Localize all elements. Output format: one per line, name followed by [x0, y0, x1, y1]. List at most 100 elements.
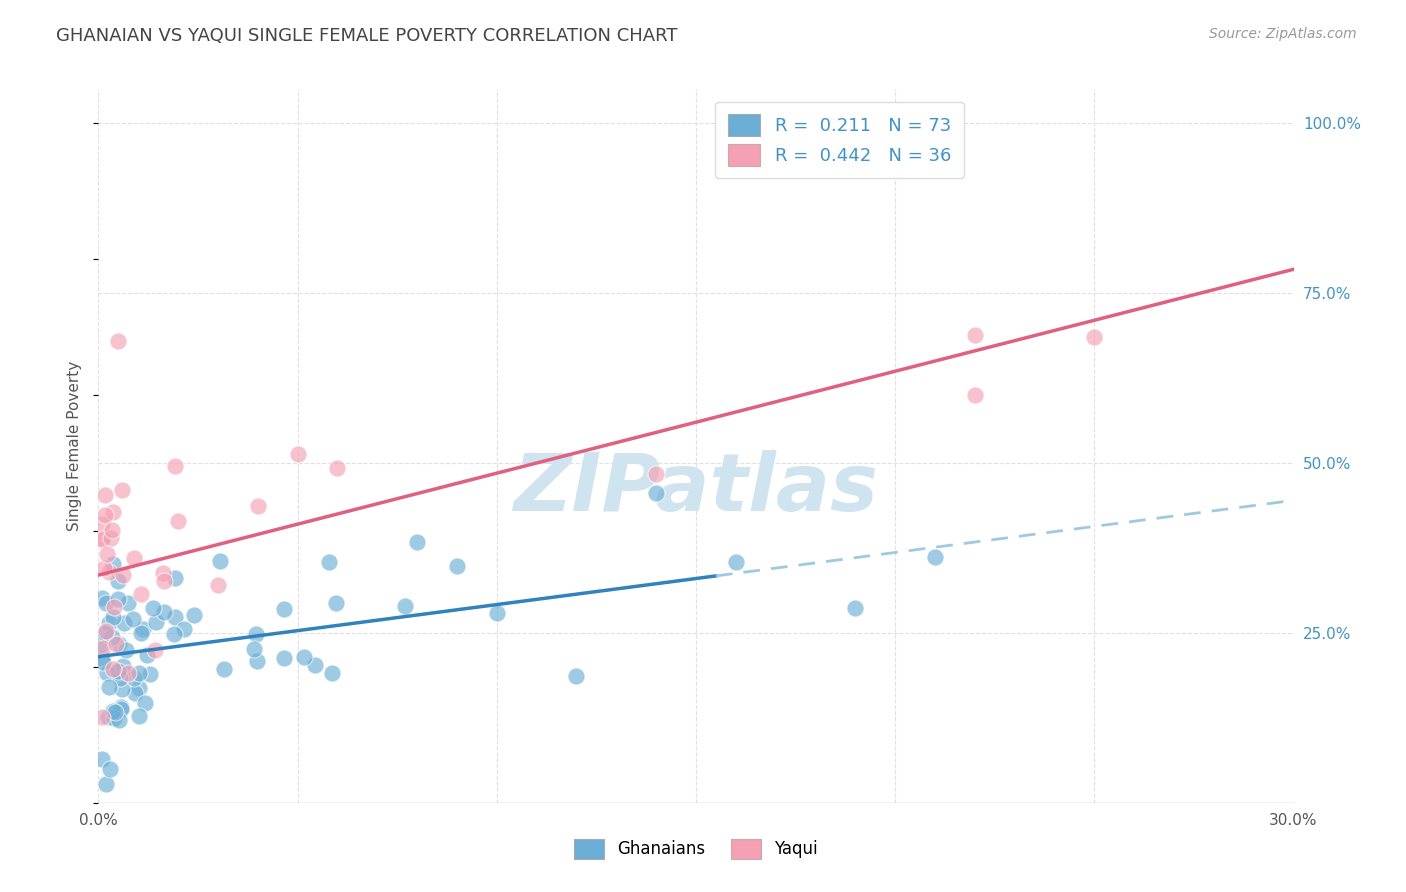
Point — [101, 505, 124, 519]
Point — [91, 710, 114, 724]
Point — [93, 560, 115, 574]
Point — [111, 681, 134, 696]
Point — [98, 616, 121, 631]
Point — [103, 557, 125, 571]
Point — [107, 334, 129, 348]
Point — [103, 710, 125, 724]
Text: GHANAIAN VS YAQUI SINGLE FEMALE POVERTY CORRELATION CHART: GHANAIAN VS YAQUI SINGLE FEMALE POVERTY … — [56, 27, 678, 45]
Point — [963, 388, 986, 402]
Point — [91, 752, 114, 766]
Point — [97, 710, 120, 724]
Point — [101, 704, 124, 718]
Text: Source: ZipAtlas.com: Source: ZipAtlas.com — [1209, 27, 1357, 41]
Point — [273, 650, 295, 665]
Point — [246, 654, 269, 668]
Point — [143, 643, 166, 657]
Point — [100, 762, 122, 776]
Point — [117, 596, 139, 610]
Point — [94, 626, 117, 640]
Point — [153, 574, 176, 589]
Point — [214, 662, 236, 676]
Point — [565, 669, 588, 683]
Point — [131, 626, 153, 640]
Point — [94, 777, 117, 791]
Point — [318, 555, 340, 569]
Point — [724, 555, 747, 569]
Point — [844, 601, 866, 615]
Point — [91, 533, 114, 547]
Point — [94, 596, 117, 610]
Point — [963, 328, 986, 343]
Point — [924, 550, 946, 565]
Point — [117, 666, 139, 681]
Point — [128, 666, 150, 681]
Point — [100, 531, 122, 545]
Point — [107, 592, 129, 607]
Point — [96, 547, 118, 561]
Point — [94, 487, 117, 501]
Point — [124, 686, 146, 700]
Point — [107, 574, 129, 589]
Point — [304, 658, 326, 673]
Point — [134, 696, 156, 710]
Point — [111, 483, 134, 498]
Point — [97, 680, 120, 694]
Point — [152, 566, 174, 580]
Point — [111, 567, 134, 582]
Point — [163, 571, 186, 585]
Point — [107, 664, 129, 678]
Point — [108, 713, 131, 727]
Point — [105, 666, 128, 681]
Point — [135, 648, 157, 662]
Point — [96, 666, 118, 681]
Point — [153, 605, 176, 619]
Point — [165, 458, 187, 473]
Point — [101, 630, 124, 644]
Point — [1083, 330, 1105, 344]
Point — [173, 622, 195, 636]
Point — [110, 700, 132, 714]
Point — [139, 667, 162, 681]
Point — [273, 602, 295, 616]
Point — [104, 706, 127, 720]
Point — [245, 627, 267, 641]
Point — [94, 624, 117, 639]
Point — [101, 524, 124, 538]
Point — [163, 610, 186, 624]
Point — [104, 638, 127, 652]
Point — [110, 702, 132, 716]
Point — [91, 516, 114, 531]
Point — [183, 608, 205, 623]
Point — [394, 599, 416, 614]
Point — [128, 681, 150, 695]
Point — [209, 554, 232, 568]
Point — [101, 610, 124, 624]
Point — [107, 637, 129, 651]
Point — [446, 558, 468, 573]
Point — [94, 508, 117, 523]
Point — [142, 601, 165, 615]
Point — [103, 600, 125, 615]
Point — [91, 637, 114, 651]
Point — [167, 514, 190, 528]
Point — [91, 532, 114, 546]
Point — [163, 626, 186, 640]
Point — [406, 535, 429, 549]
Point — [97, 566, 120, 580]
Point — [485, 606, 508, 620]
Point — [122, 671, 145, 685]
Point — [287, 447, 309, 461]
Point — [326, 460, 349, 475]
Point — [122, 550, 145, 565]
Point — [91, 641, 114, 656]
Point — [121, 612, 143, 626]
Legend: Ghanaians, Yaqui: Ghanaians, Yaqui — [568, 832, 824, 866]
Point — [145, 615, 167, 630]
Point — [114, 643, 136, 657]
Point — [112, 658, 135, 673]
Y-axis label: Single Female Poverty: Single Female Poverty — [67, 361, 83, 531]
Point — [91, 651, 114, 665]
Text: ZIPatlas: ZIPatlas — [513, 450, 879, 528]
Point — [108, 671, 131, 685]
Point — [645, 486, 668, 500]
